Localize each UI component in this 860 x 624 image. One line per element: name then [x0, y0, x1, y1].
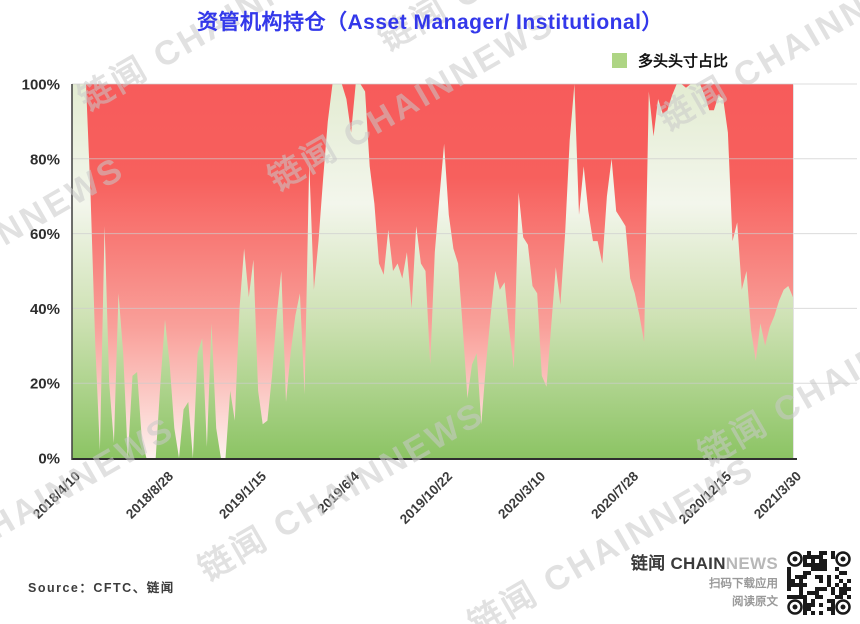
x-tick-label-3: 2019/6/4	[314, 468, 362, 516]
brand-chain: CHAIN	[670, 554, 726, 573]
legend-swatch-icon	[612, 53, 627, 68]
y-tick-label-60: 60%	[30, 226, 60, 243]
x-tick-label-1: 2018/8/28	[123, 468, 176, 521]
y-tick-label-0: 0%	[38, 451, 60, 468]
footer-scan-text: 扫码下载应用	[709, 578, 778, 591]
footer-brand: 链闻 CHAINNEWS 扫码下载应用 阅读原文	[631, 553, 778, 609]
long-area	[72, 84, 793, 458]
brand-news: NEWS	[725, 554, 778, 573]
x-tick-label-8: 2021/3/30	[751, 469, 804, 522]
x-tick-label-6: 2020/7/28	[588, 468, 641, 521]
x-tick-label-7: 2020/12/15	[676, 468, 735, 527]
y-tick-label-80: 80%	[30, 151, 60, 168]
x-tick-label-2: 2019/1/15	[216, 468, 269, 521]
y-tick-label-40: 40%	[30, 301, 60, 318]
brand-zh: 链闻	[630, 554, 666, 573]
y-tick-label-100: 100%	[22, 77, 60, 94]
x-tick-label-4: 2019/10/22	[397, 469, 455, 527]
legend-label: 多头头寸占比	[638, 53, 729, 70]
chart-plot-area: 100% 80% 60% 40% 20% 0% 2018/4/10 2018/8/28 2019…	[22, 77, 857, 527]
brand-line: 链闻 CHAINNEWS	[631, 553, 778, 574]
x-tick-label-5: 2020/3/10	[495, 469, 548, 522]
chart-title: 资管机构持仓（Asset Manager/ Institutional）	[196, 11, 664, 34]
y-tick-label-20: 20%	[30, 376, 60, 393]
x-tick-label-0: 2018/4/10	[30, 469, 83, 522]
source-label: Source：CFTC、链闻	[28, 581, 175, 595]
qr-code	[787, 551, 851, 615]
footer-read-text: 阅读原文	[732, 595, 778, 608]
legend: 多头头寸占比	[612, 50, 728, 71]
